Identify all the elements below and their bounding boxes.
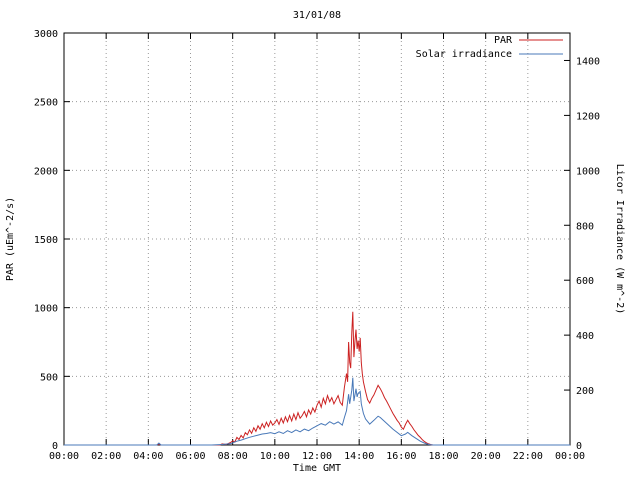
x-axis-label: Time GMT	[293, 463, 341, 474]
y-tick-label: 3000	[34, 29, 58, 40]
data-series	[64, 311, 570, 446]
legend-par-label: PAR	[494, 35, 513, 46]
x-tick-label: 00:00	[49, 451, 79, 462]
x-tick-label: 08:00	[218, 451, 248, 462]
y-axis-label: PAR (uEm^-2/s)	[5, 197, 16, 281]
y-tick-label: 2000	[34, 166, 58, 177]
x-tick-label: 16:00	[386, 451, 416, 462]
x-tick-label: 00:00	[555, 451, 585, 462]
y2-tick-label: 1000	[576, 166, 600, 177]
y-tick-label: 500	[40, 372, 58, 383]
y-tick-label: 1500	[34, 235, 58, 246]
tick-labels: 00:00 02:00 04:00 06:00 08:00 10:00 12:00 14:00…	[34, 29, 600, 462]
y2-axis-label: Licor Irradiance (W m^-2)	[614, 164, 625, 315]
x-tick-label: 04:00	[133, 451, 163, 462]
x-tick-label: 18:00	[428, 451, 458, 462]
grid-lines	[64, 33, 570, 445]
y2-tick-label: 400	[576, 331, 594, 342]
y2-tick-label: 800	[576, 221, 594, 232]
legend-solar-label: Solar irradiance	[416, 49, 512, 60]
y-tick-label: 2500	[34, 98, 58, 109]
y-tick-label: 0	[52, 441, 58, 452]
x-tick-label: 06:00	[175, 451, 205, 462]
chart-title: 31/01/08	[293, 10, 341, 21]
x-tick-label: 02:00	[91, 451, 121, 462]
solar-line	[64, 377, 570, 446]
x-tick-label: 10:00	[260, 451, 290, 462]
par-line	[64, 311, 570, 446]
x-tick-label: 14:00	[344, 451, 374, 462]
x-tick-label: 20:00	[471, 451, 501, 462]
y2-tick-label: 0	[576, 441, 582, 452]
y2-tick-label: 200	[576, 386, 594, 397]
x-tick-label: 22:00	[513, 451, 543, 462]
tick-marks	[63, 32, 571, 446]
legend: PAR Solar irradiance	[416, 35, 563, 60]
x-tick-label: 12:00	[302, 451, 332, 462]
y2-tick-label: 1400	[576, 56, 600, 67]
y-tick-label: 1000	[34, 304, 58, 315]
y2-tick-label: 600	[576, 276, 594, 287]
y2-tick-label: 1200	[576, 111, 600, 122]
